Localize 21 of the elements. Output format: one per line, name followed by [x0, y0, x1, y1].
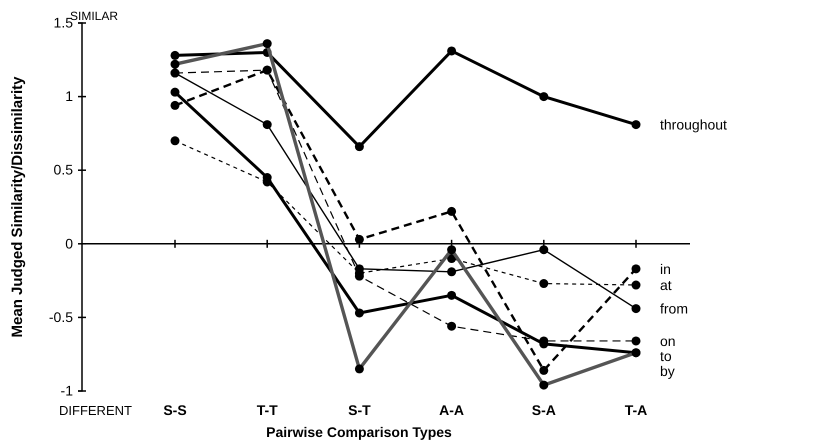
series-label: throughout	[660, 116, 728, 133]
y-tick-label: 0	[65, 235, 74, 252]
x-tick-label: A-A	[439, 402, 464, 418]
y-tick-label: 1	[65, 88, 74, 104]
x-axis-title: Pairwise Comparison Types	[266, 424, 452, 440]
series-label: at	[660, 277, 672, 294]
x-tick-label: T-A	[624, 402, 648, 418]
series-label: by	[660, 362, 675, 379]
y-axis-title: Mean Judged Similarity/Dissimilarity	[9, 76, 26, 338]
y-tick-label: -1	[60, 382, 74, 398]
series-label: to	[660, 348, 672, 364]
series-label: on	[660, 332, 676, 349]
series-label: from	[660, 300, 688, 317]
text: DIFFERENT	[59, 403, 132, 418]
x-tick-label: S-A	[532, 402, 556, 418]
y-tick-label: -0.5	[48, 308, 74, 325]
x-tick-label: S-S	[163, 402, 187, 418]
x-tick-label: T-T	[256, 402, 278, 418]
x-tick-label: S-T	[348, 402, 372, 418]
y-tick-label: 0.5	[54, 162, 74, 178]
series-label: in	[660, 260, 671, 277]
